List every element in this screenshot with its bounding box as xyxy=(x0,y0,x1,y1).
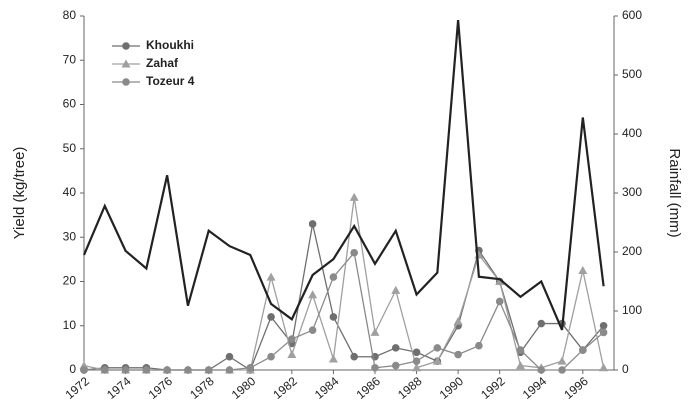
marker xyxy=(225,352,234,361)
marker xyxy=(537,319,546,328)
marker xyxy=(433,344,442,352)
marker xyxy=(308,326,317,334)
y2-tick-label: 300 xyxy=(622,185,642,199)
x-tick-label: 1972 xyxy=(63,374,93,402)
marker xyxy=(80,366,88,374)
y2-tick-label: 500 xyxy=(622,67,642,81)
x-tick-label: 1978 xyxy=(187,374,217,402)
marker xyxy=(558,366,566,374)
x-tick-label: 1980 xyxy=(229,374,259,402)
x-tick-label: 1994 xyxy=(520,374,550,402)
marker xyxy=(350,352,358,361)
x-tick-label: 1982 xyxy=(270,374,300,402)
marker xyxy=(412,363,422,372)
y-tick-label: 60 xyxy=(63,97,77,111)
marker xyxy=(599,328,608,337)
x-tick-label: 1990 xyxy=(437,374,467,402)
x-tick-label: 1986 xyxy=(353,374,383,402)
marker xyxy=(288,335,296,343)
series-line xyxy=(84,251,605,371)
marker xyxy=(454,350,462,359)
marker xyxy=(184,366,192,374)
y-tick-label: 80 xyxy=(63,8,77,22)
legend-label: Khoukhi xyxy=(146,38,194,52)
marker xyxy=(328,354,338,363)
y-tick-label: 70 xyxy=(63,52,77,66)
y2-tick-label: 400 xyxy=(622,126,642,140)
y2-tick-label: 200 xyxy=(622,244,642,258)
y-tick-label: 20 xyxy=(63,274,77,288)
marker xyxy=(163,366,171,374)
marker xyxy=(599,363,609,372)
series-line xyxy=(83,223,605,371)
legend-marker xyxy=(122,42,130,50)
marker xyxy=(267,313,275,321)
marker xyxy=(475,341,483,350)
marker xyxy=(391,344,400,352)
marker xyxy=(391,361,400,370)
marker xyxy=(204,366,213,374)
marker xyxy=(267,352,275,361)
marker xyxy=(412,348,421,357)
x-tick-label: 1976 xyxy=(146,374,176,402)
x-tick-label: 1996 xyxy=(561,374,591,402)
marker xyxy=(599,321,608,330)
marker xyxy=(495,277,505,285)
legend-label: Zahaf xyxy=(146,56,179,70)
marker xyxy=(453,316,463,325)
y2-tick-label: 0 xyxy=(622,362,629,376)
x-tick-label: 1984 xyxy=(312,374,342,402)
marker xyxy=(516,346,525,354)
marker xyxy=(537,366,546,374)
marker xyxy=(225,366,234,374)
marker xyxy=(579,346,587,354)
x-tick-label: 1988 xyxy=(395,374,425,402)
marker xyxy=(121,366,130,374)
y-tick-label: 0 xyxy=(69,362,76,376)
y-tick-label: 40 xyxy=(63,185,77,199)
marker xyxy=(432,356,442,365)
marker xyxy=(578,265,588,274)
marker xyxy=(287,350,297,359)
legend-marker xyxy=(122,78,130,86)
marker xyxy=(246,363,255,372)
marker xyxy=(515,361,525,370)
marker xyxy=(308,220,317,228)
marker xyxy=(329,273,338,281)
y2-axis-title: Rainfall (mm) xyxy=(666,148,683,237)
x-tick-label: 1974 xyxy=(104,374,134,402)
y2-tick-label: 100 xyxy=(622,303,642,317)
y-tick-label: 30 xyxy=(63,229,77,243)
marker xyxy=(349,192,359,201)
legend-marker xyxy=(121,59,131,68)
marker xyxy=(557,356,567,365)
x-tick-label: 1992 xyxy=(478,374,508,402)
legend-label: Tozeur 4 xyxy=(146,74,195,88)
y-tick-label: 50 xyxy=(63,141,77,155)
marker xyxy=(266,272,276,281)
marker xyxy=(495,297,504,306)
marker xyxy=(142,366,151,374)
marker xyxy=(370,327,380,336)
marker xyxy=(412,357,421,365)
marker xyxy=(371,363,379,372)
rainfall-line xyxy=(82,20,605,331)
marker xyxy=(391,285,401,294)
marker xyxy=(100,366,109,374)
y2-tick-label: 600 xyxy=(622,8,642,22)
y-tick-label: 10 xyxy=(63,318,77,332)
y-axis-title: Yield (kg/tree) xyxy=(11,147,28,240)
marker xyxy=(350,248,358,257)
marker xyxy=(329,313,338,321)
marker xyxy=(308,290,318,299)
